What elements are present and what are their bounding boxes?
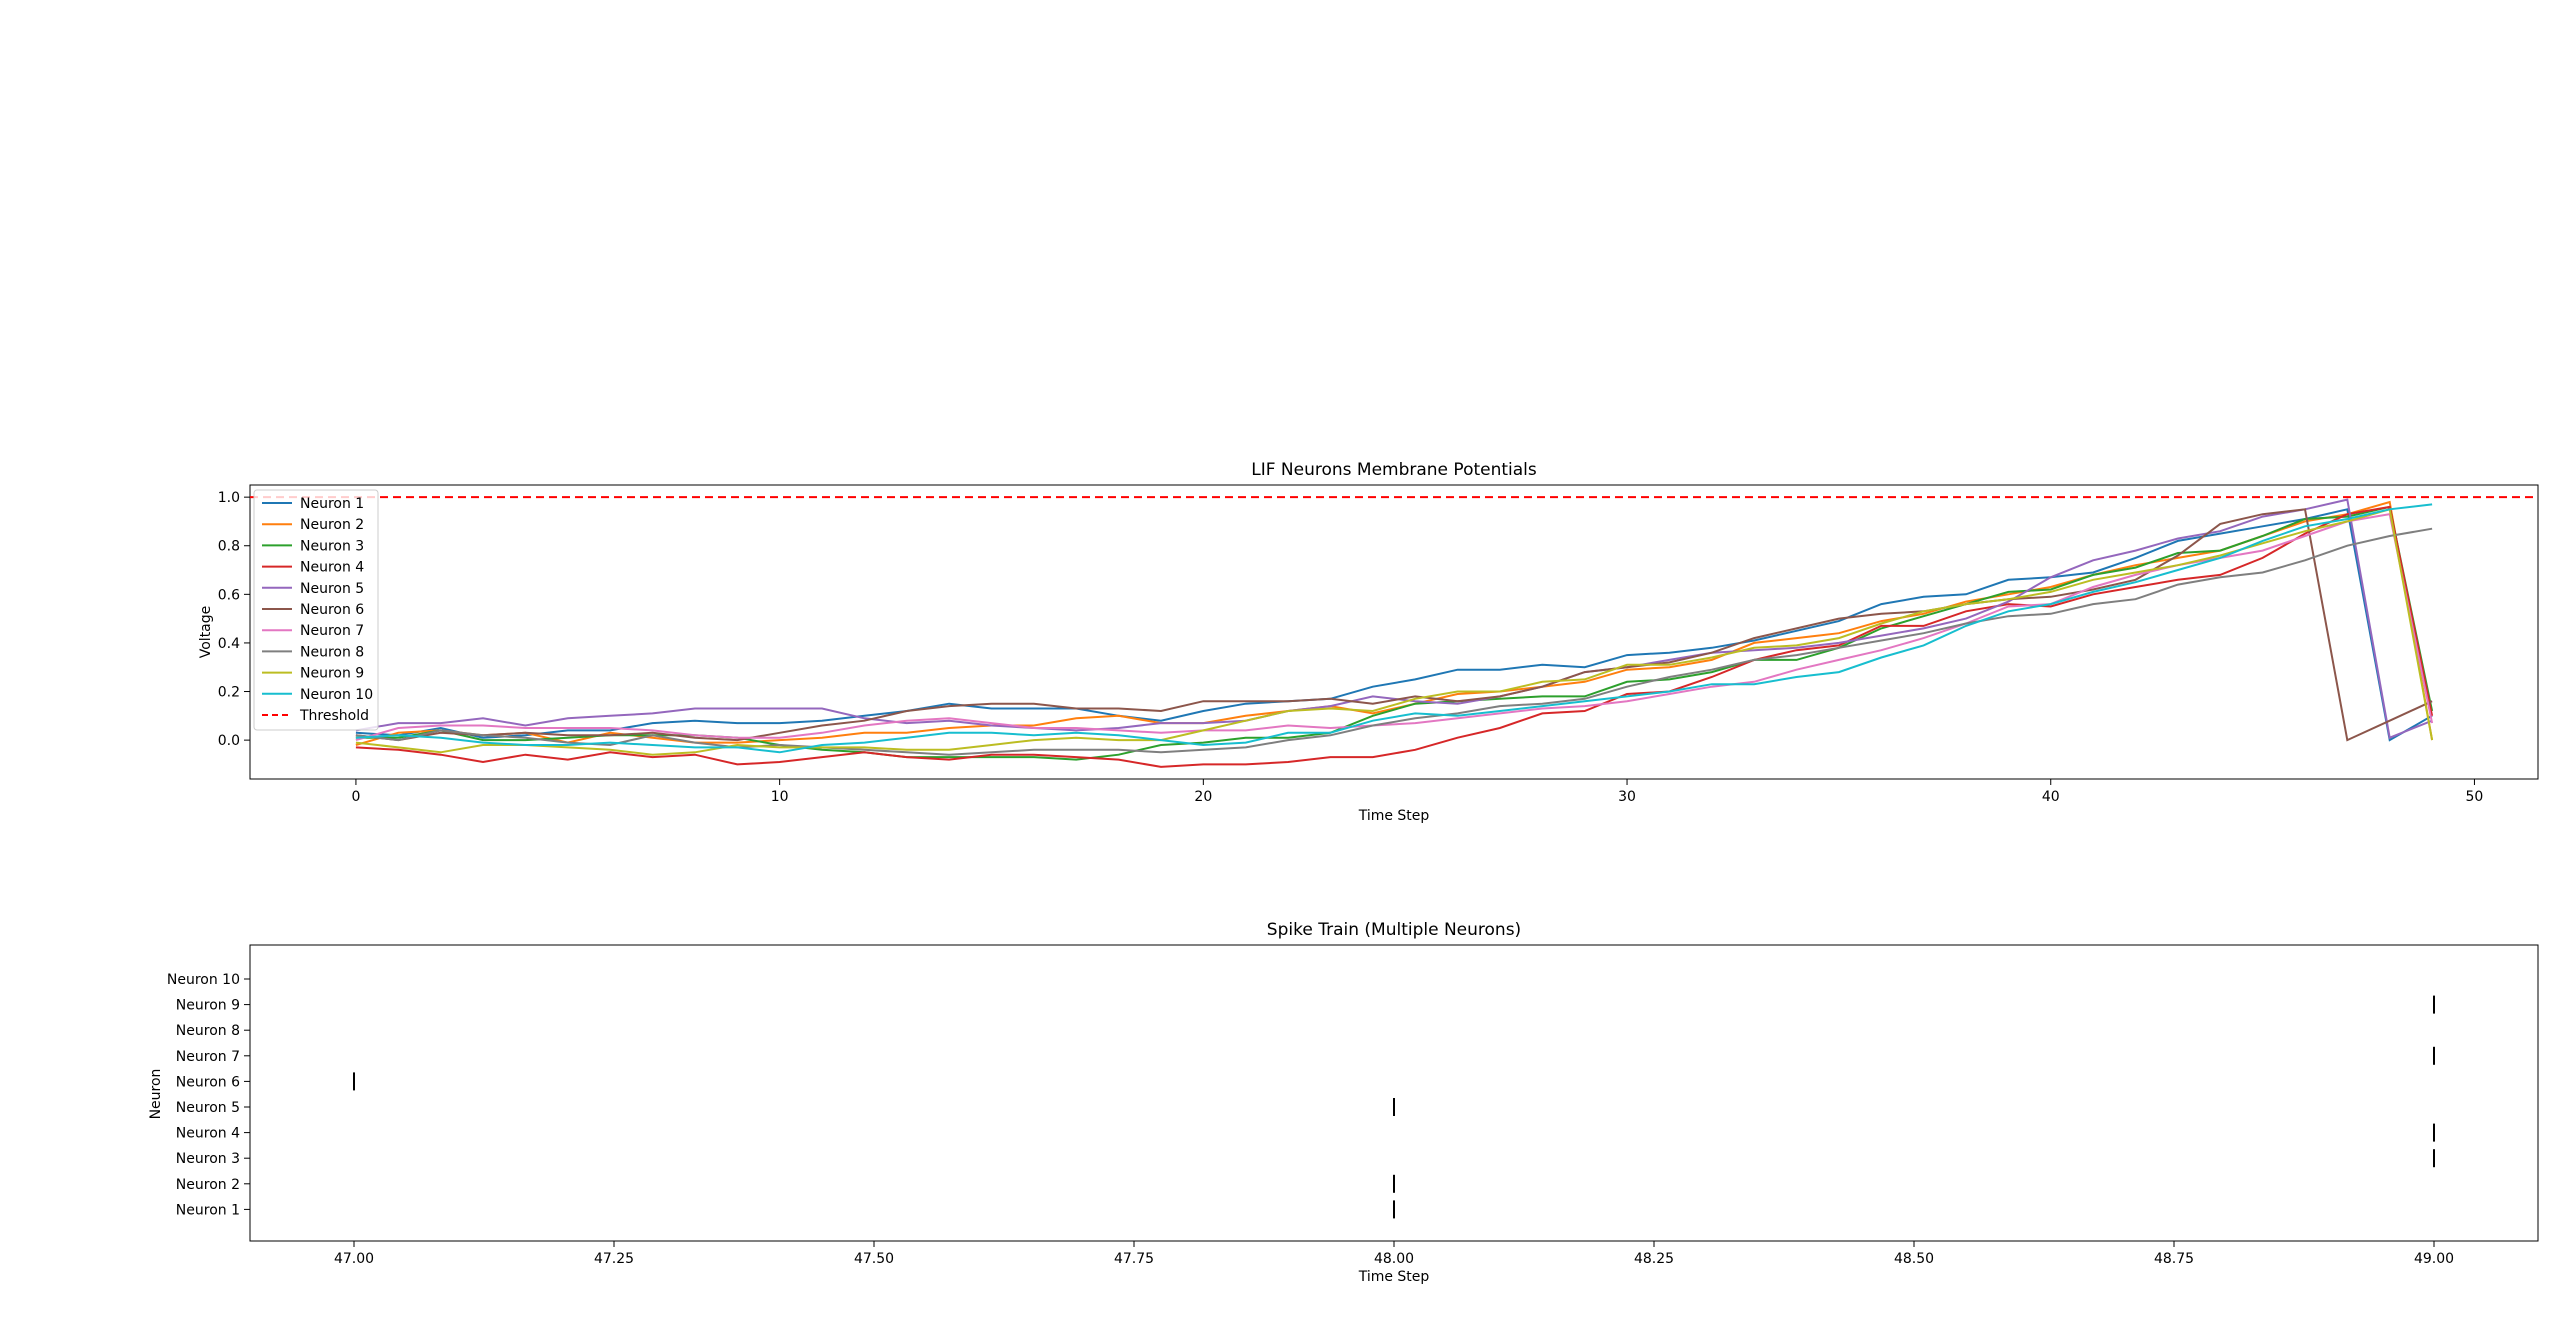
chart1-x-ticks: 0 10 20 30 40 50 [351, 779, 2483, 805]
y-tick-label: 0.8 [218, 539, 240, 555]
legend-label: Neuron 1 [300, 496, 364, 512]
x-tick-label: 50 [2466, 789, 2484, 805]
x-tick-label: 30 [1618, 789, 1636, 805]
y-tick-label: Neuron 1 [176, 1202, 240, 1218]
y-tick-label: 0.2 [218, 685, 240, 701]
x-tick-label: 47.25 [594, 1251, 634, 1267]
series-line-neuron-1 [355, 508, 2433, 742]
y-tick-label: Neuron 4 [176, 1126, 240, 1142]
y-tick-label: Neuron 10 [167, 972, 240, 988]
y-tick-label: 0.0 [218, 733, 240, 749]
legend-label: Neuron 8 [300, 644, 364, 660]
y-tick-label: Neuron 9 [176, 998, 240, 1014]
x-tick-label: 48.00 [1374, 1251, 1414, 1267]
x-tick-label: 48.50 [1894, 1251, 1934, 1267]
series-line-neuron-10 [355, 503, 2433, 754]
legend-label: Neuron 3 [300, 538, 364, 554]
legend-label: Neuron 10 [300, 687, 373, 703]
legend-label: Neuron 5 [300, 581, 364, 597]
legend-label: Neuron 9 [300, 666, 364, 682]
x-tick-label: 47.00 [334, 1251, 374, 1267]
y-tick-label: Neuron 6 [176, 1074, 240, 1090]
series-line-neuron-5 [355, 498, 2433, 740]
x-tick-label: 48.25 [1634, 1251, 1674, 1267]
y-tick-label: 0.4 [218, 636, 240, 652]
legend-label: Threshold [299, 708, 369, 724]
series-line-neuron-7 [355, 513, 2434, 742]
y-tick-label: Neuron 5 [176, 1100, 240, 1116]
legend-label: Neuron 2 [300, 517, 364, 533]
y-tick-label: 1.0 [218, 490, 240, 506]
chart1-y-axis-label: Voltage [198, 606, 214, 659]
y-tick-label: Neuron 3 [176, 1151, 240, 1167]
chart2-x-ticks: 47.00 47.25 47.50 47.75 48.00 48.25 48.50 48.75… [334, 1241, 2454, 1267]
membrane-potential-chart: LIF Neurons Membrane Potentials 0 10 20 30 4… [198, 460, 2539, 824]
legend-items: Neuron 1 Neuron 2 Neuron 3 Neuron 4 Neuron 5… [262, 496, 373, 724]
x-tick-label: 40 [2042, 789, 2060, 805]
x-tick-label: 49.00 [2414, 1251, 2454, 1267]
legend-label: Neuron 7 [300, 623, 364, 639]
chart2-plot-area [249, 944, 2539, 1242]
spike-markers [353, 995, 2435, 1219]
chart2-y-axis-label: Neuron [148, 1069, 164, 1120]
series-line-neuron-8 [355, 527, 2433, 756]
chart1-legend: Neuron 1 Neuron 2 Neuron 3 Neuron 4 Neuron 5… [253, 489, 379, 731]
x-tick-label: 47.75 [1114, 1251, 1154, 1267]
y-tick-label: Neuron 7 [176, 1049, 240, 1065]
x-tick-label: 20 [1194, 789, 1212, 805]
x-tick-label: 47.50 [854, 1251, 894, 1267]
chart1-title: LIF Neurons Membrane Potentials [1251, 460, 1537, 480]
series-line-neuron-9 [355, 508, 2434, 756]
series-line-neuron-4 [355, 505, 2434, 768]
x-tick-label: 10 [771, 789, 789, 805]
chart2-title: Spike Train (Multiple Neurons) [1267, 920, 1521, 940]
y-tick-label: Neuron 2 [176, 1177, 240, 1193]
chart2-x-axis-label: Time Step [1358, 1269, 1430, 1285]
y-tick-label: 0.6 [218, 587, 240, 603]
chart1-series-lines [355, 498, 2434, 768]
y-tick-label: Neuron 8 [176, 1023, 240, 1039]
chart2-y-ticks: Neuron 1 Neuron 2 Neuron 3 Neuron 4 Neuron 5… [167, 972, 250, 1218]
chart1-x-axis-label: Time Step [1358, 808, 1430, 824]
x-tick-label: 48.75 [2154, 1251, 2194, 1267]
legend-frame [253, 489, 379, 731]
x-tick-label: 0 [351, 789, 360, 805]
spike-train-chart: Spike Train (Multiple Neurons) 47.00 47.2… [148, 920, 2539, 1285]
chart1-y-ticks: 0.0 0.2 0.4 0.6 0.8 1.0 [218, 490, 250, 749]
legend-label: Neuron 4 [300, 560, 364, 576]
legend-label: Neuron 6 [300, 602, 364, 618]
